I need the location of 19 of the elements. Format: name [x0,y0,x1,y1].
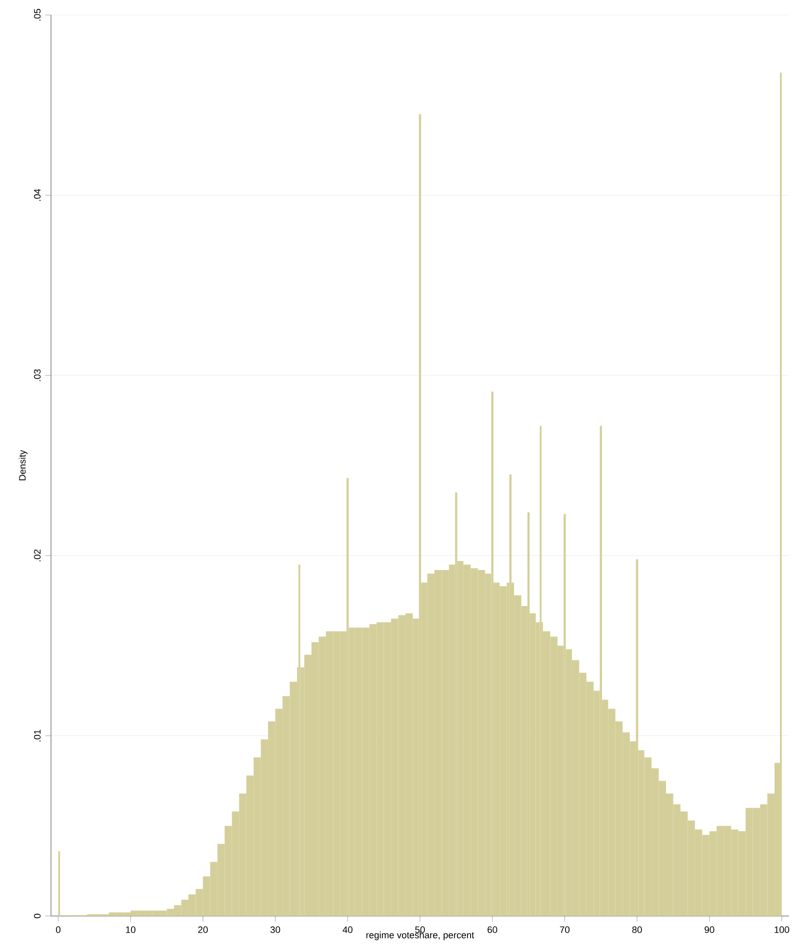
x-tick-label: 0 [56,926,60,933]
y-tick-label: .02 [34,550,41,562]
x-tick-label: 20 [198,926,208,933]
x-tick-label: 50 [415,926,425,933]
x-tick-label: 70 [560,926,570,933]
x-tick-label: 80 [632,926,642,933]
y-axis-title: Density [18,450,28,480]
y-tick-label: .03 [34,369,41,382]
x-tick-label: 30 [270,926,280,933]
x-tick-label: 100 [774,926,790,933]
y-tick-label: .01 [34,730,41,742]
y-tick-label: .05 [34,8,41,21]
y-tick-label: .04 [34,188,41,201]
x-tick-label: 40 [342,926,352,933]
x-tick-label: 90 [704,926,714,933]
y-tick-label: 0 [34,914,41,918]
x-axis-title: regime voteshare, percent [366,932,474,940]
x-tick-label: 10 [126,926,136,933]
x-tick-label: 60 [488,926,498,933]
